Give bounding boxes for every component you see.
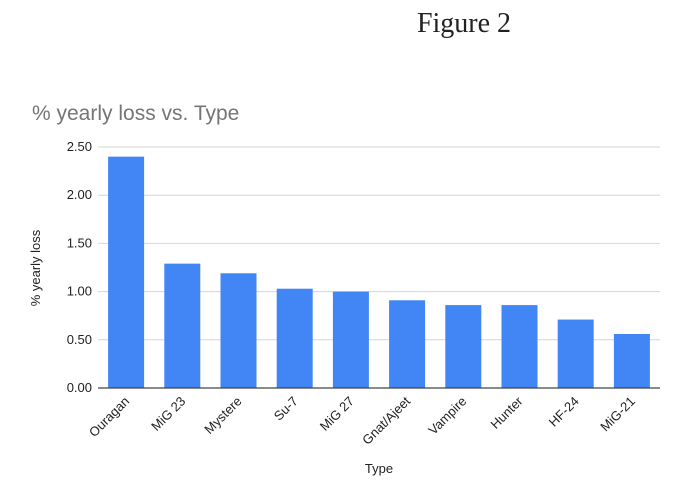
y-tick-label: 2.50 [67, 139, 92, 154]
y-tick-label: 2.00 [67, 187, 92, 202]
x-tick-label: Su-7 [271, 394, 301, 424]
x-tick-label: Mystere [201, 394, 244, 437]
x-tick-label: Hunter [487, 393, 526, 432]
x-tick-label: HF-24 [546, 394, 582, 430]
bar [220, 273, 257, 388]
y-tick-label: 0.50 [67, 332, 92, 347]
x-tick-label: MiG-21 [597, 394, 638, 435]
bar [389, 300, 426, 388]
bar [557, 319, 594, 388]
y-tick-labels: 0.00 0.50 1.00 1.50 2.00 2.50 [67, 139, 92, 395]
y-axis-title: % yearly loss [28, 229, 43, 306]
y-tick-label: 1.00 [67, 284, 92, 299]
x-tick-label: MiG 27 [317, 394, 357, 434]
bar [501, 305, 538, 388]
x-tick-label: Gnat/Ajeet [359, 393, 413, 447]
figure-label: Figure 2 [416, 8, 512, 39]
y-tick-label: 0.00 [67, 380, 92, 395]
bar [613, 334, 650, 388]
x-tick-label: Ouragan [86, 394, 132, 440]
chart-title: % yearly loss vs. Type [32, 102, 240, 125]
bar [276, 288, 313, 388]
bar [332, 291, 369, 388]
x-axis-title: Type [365, 461, 393, 476]
bar [445, 305, 482, 388]
bar [108, 156, 145, 388]
x-tick-label: MiG 23 [148, 394, 188, 434]
bars [108, 156, 650, 388]
x-tick-label: Vampire [425, 394, 469, 438]
y-tick-label: 1.50 [67, 235, 92, 250]
bar [164, 263, 201, 388]
x-tick-labels: Ouragan MiG 23 Mystere Su-7 MiG 27 Gnat/Ajeet… [86, 393, 638, 448]
